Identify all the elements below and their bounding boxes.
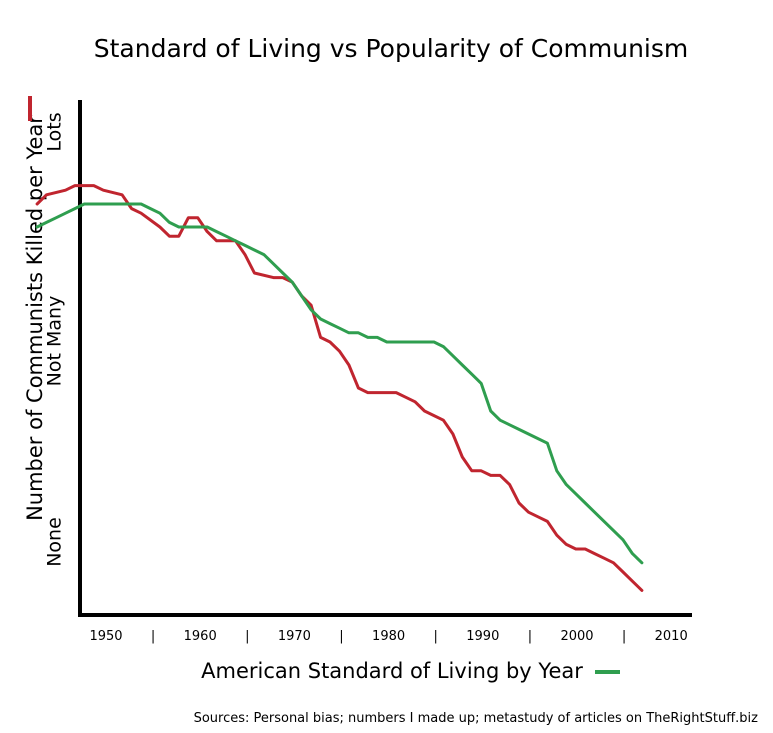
chart-title: Standard of Living vs Popularity of Comm… [94, 34, 689, 63]
x-tick-label: 1990 [466, 629, 499, 644]
y-category-label: Lots [44, 112, 66, 151]
x-tick-separator: | [622, 629, 626, 644]
y-axis-title: Number of Communists Killed per Year [23, 115, 47, 521]
plot-lines [35, 184, 644, 592]
x-axis-title: American Standard of Living by Year [201, 659, 583, 683]
x-tick-label: 2000 [560, 629, 593, 644]
x-tick-separator: | [151, 629, 155, 644]
x-tick-label: 1950 [89, 629, 122, 644]
x-tick-labels: 1950 | 1960 | 1970 | 1980 | 1990 | 2000 | 2010 [89, 629, 687, 644]
x-tick-separator: | [245, 629, 249, 644]
y-category-label: None [44, 517, 66, 567]
x-tick-label: 1980 [372, 629, 405, 644]
x-tick-separator: | [434, 629, 438, 644]
source-note: Sources: Personal bias; numbers I made u… [194, 711, 759, 726]
x-tick-label: 1970 [278, 629, 311, 644]
y-axis-title-group: Number of Communists Killed per Year [23, 96, 47, 521]
series-line-red [35, 184, 644, 592]
series-line-green [35, 202, 644, 565]
x-tick-separator: | [528, 629, 532, 644]
x-tick-label: 2010 [655, 629, 688, 644]
y-category-label: Not Many [44, 296, 66, 387]
x-tick-label: 1960 [184, 629, 217, 644]
x-tick-separator: | [339, 629, 343, 644]
y-category-labels: None Not Many Lots [44, 112, 66, 566]
